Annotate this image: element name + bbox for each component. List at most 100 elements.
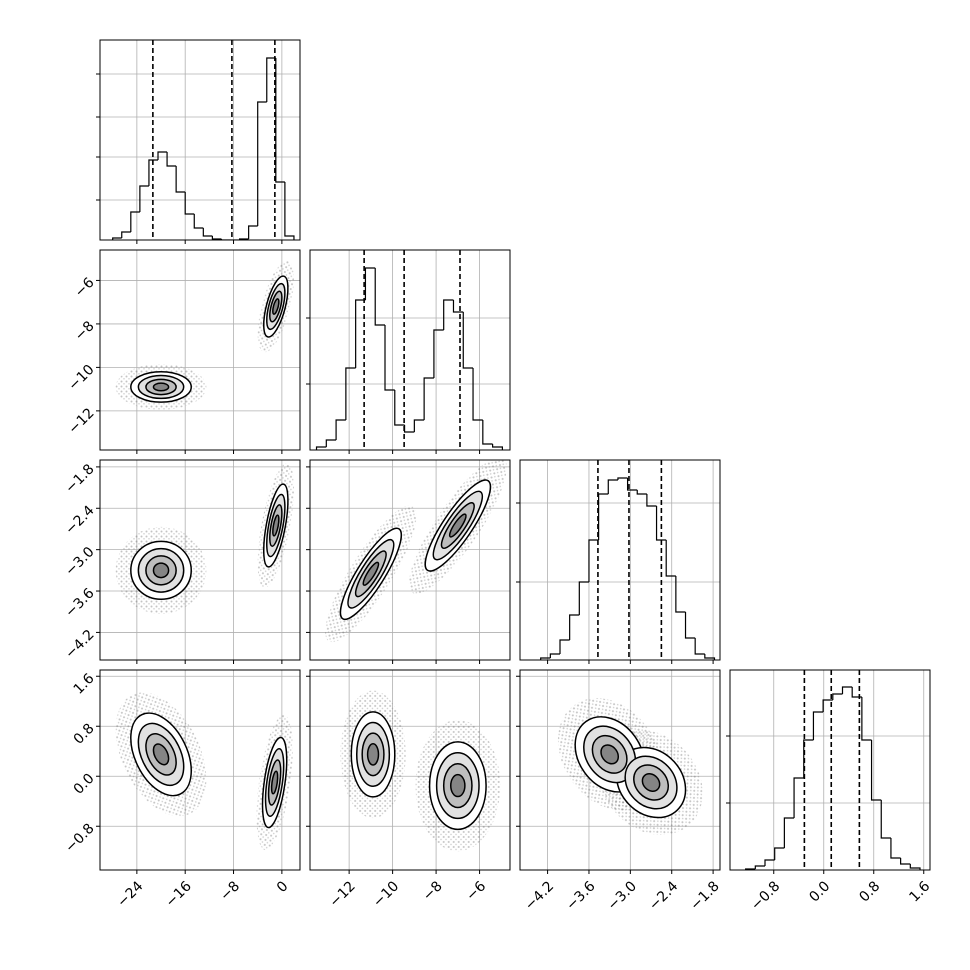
x-tick-label: −6 [463,878,489,904]
panel [730,670,930,870]
contour [450,773,466,798]
histogram-bin [202,228,213,237]
histogram-bin [578,581,589,615]
histogram-bin [452,300,464,313]
y-tick-label: −1.8 [62,461,97,496]
histogram-bin [793,777,804,818]
histogram-bin [315,446,327,450]
y-tick-label: −12 [65,405,97,437]
x-tick-label: −10 [370,878,402,910]
x-tick-label: −4.2 [522,878,557,913]
histogram-bin [880,800,891,839]
histogram-bin [851,687,862,698]
histogram-bin [909,864,921,870]
histogram-bin [617,477,628,480]
contour [272,298,280,315]
panel [310,670,510,870]
x-tick-label: 0 [274,878,292,896]
histogram-bin [325,439,337,447]
histogram-bin [870,740,882,801]
histogram-bin [549,653,560,658]
contour [272,514,280,537]
y-tick-label: −2.4 [62,503,97,538]
histogram-bin [220,239,231,240]
panel-frame [519,669,721,871]
x-tick-label: −1.8 [687,878,722,913]
contour [152,382,170,392]
panel [310,460,510,660]
x-tick-label: −8 [217,878,243,904]
histogram-bin [482,420,493,445]
histogram-bin [355,299,366,368]
histogram-bin [374,268,385,326]
y-tick-label: 0.8 [71,721,98,748]
histogram-bin [139,185,149,212]
panel-frame [309,459,511,661]
x-tick-label: −16 [163,878,195,910]
contour [366,743,380,766]
x-tick-label: −12 [327,878,359,910]
contour [152,743,170,766]
histogram-bin [841,686,853,694]
x-tick-label: −2.4 [646,878,681,913]
contour [270,770,279,795]
histogram-bin [345,367,356,420]
x-tick-label: −24 [114,878,146,910]
histogram-bin [569,614,580,640]
panel-frame [309,249,511,451]
histogram-bin [812,711,824,740]
histogram-bin [266,57,276,102]
histogram-bin [540,657,551,660]
contour [448,513,467,538]
histogram-bin [774,847,785,860]
histogram-bin [193,214,204,229]
panel-frame [99,249,301,451]
histogram-bin [588,539,599,582]
histogram-bin [684,612,696,639]
contour [152,562,170,579]
histogram-bin [832,693,843,700]
y-tick-label: −3.6 [62,585,97,620]
histogram-bin [121,231,131,238]
y-tick-label: −0.8 [62,821,97,856]
panel-frame [729,669,931,871]
histogram-bin [423,377,434,420]
histogram-bin [559,639,570,654]
histogram-bin [665,540,676,577]
histogram-bin [783,817,795,848]
histogram-bin [184,192,195,215]
histogram-bin [754,865,765,869]
x-tick-label: −3.6 [563,878,598,913]
histogram-bin [900,858,911,865]
panel-frame [99,459,301,661]
histogram-bin [472,368,483,421]
panel-frame [519,459,721,661]
y-tick-label: 1.6 [71,671,98,698]
histogram-bin [607,479,618,494]
histogram-bin [626,478,638,491]
panel [520,670,720,870]
histogram-bin [166,152,177,167]
y-tick-label: −4.2 [62,627,97,662]
histogram-bin [157,151,168,160]
x-tick-label: 0.8 [856,878,883,905]
x-tick-label: −0.8 [748,878,783,913]
panel [100,250,300,450]
histogram-bin [890,838,901,859]
histogram-bin [284,182,295,240]
x-tick-label: −3.0 [605,878,640,913]
histogram-bin [275,58,285,183]
histogram-bin [822,699,833,712]
histogram-bin [462,312,474,369]
y-tick-label: 0.0 [71,771,98,798]
histogram-bin [598,493,609,540]
histogram-bin [443,299,454,330]
histogram-bin [492,444,503,450]
histogram-bin [335,419,346,440]
panel-frame [309,669,511,871]
histogram-bin [433,329,444,378]
contour [362,561,380,586]
y-tick-label: −10 [65,362,97,394]
x-tick-label: 1.6 [906,878,933,905]
